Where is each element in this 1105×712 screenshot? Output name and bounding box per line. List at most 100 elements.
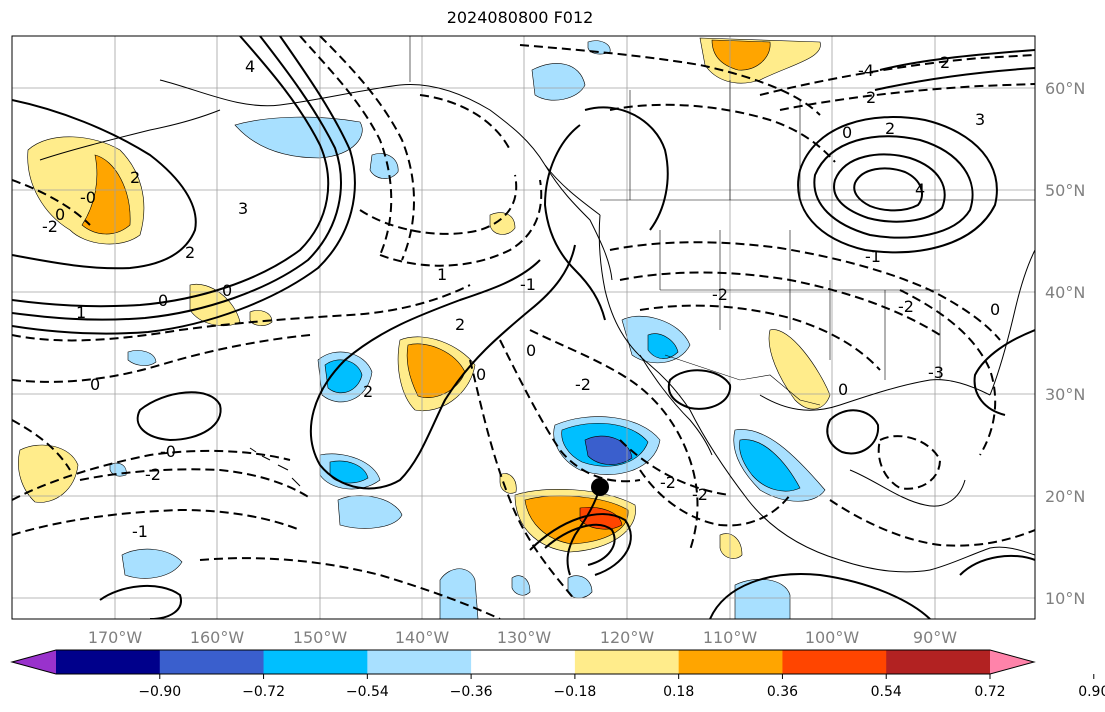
colorbar-segment bbox=[159, 650, 265, 674]
lon-label: 90°W bbox=[913, 628, 957, 647]
contour-label: 4 bbox=[245, 57, 255, 76]
colorbar-tick-label: 0.36 bbox=[767, 684, 798, 700]
contour-label: -1 bbox=[132, 522, 148, 541]
shade-storm-positive-core bbox=[579, 507, 623, 530]
contour-label: -0 bbox=[160, 442, 176, 461]
contour-label: -1 bbox=[520, 275, 536, 294]
contour-solid-alaska-2 bbox=[12, 36, 342, 321]
contour-dashed-mexico-2 bbox=[619, 439, 731, 496]
hawaii-islands bbox=[249, 447, 301, 487]
contour-label: 1 bbox=[437, 265, 447, 284]
contour-solid-low-south-2 bbox=[544, 523, 616, 566]
contour-label: 2 bbox=[185, 243, 195, 262]
colorbar-extend-max bbox=[990, 650, 1034, 674]
colorbar-tick-label: 0.18 bbox=[663, 684, 694, 700]
storm-center-marker bbox=[591, 478, 609, 496]
shade-south-negative-c bbox=[734, 579, 791, 619]
contour-dashed-sw-2 bbox=[12, 508, 301, 536]
contour-label: 2 bbox=[130, 168, 140, 187]
contour-dashed-sw-3 bbox=[79, 468, 311, 499]
lat-label: 50°N bbox=[1045, 181, 1085, 200]
contour-label: -2 bbox=[575, 375, 591, 394]
contour-label: -2 bbox=[145, 465, 161, 484]
colorbar-segment bbox=[471, 650, 576, 674]
colorbar-segment bbox=[574, 650, 680, 674]
contour-label: 0 bbox=[158, 291, 168, 310]
colorbar-tick-label: 0.54 bbox=[871, 684, 902, 700]
lon-label: 140°W bbox=[395, 628, 450, 647]
contour-label: 0 bbox=[990, 300, 1000, 319]
lon-label: 150°W bbox=[293, 628, 348, 647]
contour-solid-alaska-3 bbox=[12, 36, 356, 335]
contour-label: 0 bbox=[476, 365, 486, 384]
contour-solid-se-loop bbox=[959, 554, 1035, 576]
contour-dashed-east-1 bbox=[899, 289, 997, 456]
colorbar-segment bbox=[263, 650, 368, 674]
contour-solid-high-east bbox=[813, 135, 974, 239]
contour-label: 2 bbox=[363, 382, 373, 401]
contour-dashed-south-east bbox=[829, 499, 1035, 547]
contour-dashed-sw-1 bbox=[12, 449, 291, 501]
contour-solid-ne-arc bbox=[879, 49, 1035, 71]
contour-solid-high-east-4 bbox=[797, 116, 998, 254]
shade-north-pacific-positive-core bbox=[81, 154, 131, 235]
colorbar-segment bbox=[886, 650, 991, 674]
colorbar-tick-label: −0.36 bbox=[450, 684, 493, 700]
shade-hudson-positive-core bbox=[711, 39, 771, 71]
contour-label-layer: 4 3 2 1 0 -0 -1 -2 -4 0 2 3 2 1 0 2 -2 -… bbox=[42, 53, 1000, 541]
shade-small-negative-e bbox=[511, 575, 531, 596]
contour-label: -0 bbox=[80, 188, 96, 207]
colorbar-tick-label: −0.54 bbox=[346, 684, 389, 700]
figure-title: 2024080800 F012 bbox=[446, 8, 594, 27]
shade-south-central-positive bbox=[768, 329, 831, 410]
contour-solid-ne-arc-2 bbox=[874, 67, 1035, 91]
contour-dashed-central-2 bbox=[499, 339, 641, 483]
contour-label: 3 bbox=[975, 110, 985, 129]
contour-dashed-canada-1 bbox=[609, 103, 836, 163]
contour-label: 2 bbox=[866, 88, 876, 107]
shade-gulf-mexico-negative-core bbox=[739, 439, 801, 492]
contour-dashed-far-west bbox=[12, 179, 91, 226]
contour-dashed-layer bbox=[12, 36, 1035, 619]
latitude-labels: 60°N 50°N 40°N 30°N 20°N 10°N bbox=[1045, 79, 1085, 608]
map-background bbox=[12, 36, 1035, 619]
aleutian-arc bbox=[39, 109, 221, 161]
contour-label: -1 bbox=[865, 247, 881, 266]
contour-dashed-gulf-loop bbox=[877, 435, 942, 490]
contour-solid-low-south bbox=[529, 513, 632, 576]
shade-central-negative-core bbox=[324, 359, 363, 394]
colorbar: −0.90 −0.72 −0.54 −0.36 −0.18 0.18 0.36 0.54 0.7… bbox=[10, 649, 1105, 700]
contour-solid-north-pac bbox=[12, 99, 197, 270]
contour-label: 0 bbox=[526, 341, 536, 360]
colorbar-segment bbox=[367, 650, 472, 674]
colorbar-outline bbox=[10, 649, 1036, 675]
contour-solid-east-right bbox=[973, 329, 1035, 416]
shade-small-positive-a bbox=[489, 212, 516, 235]
contour-solid-high-east-3 bbox=[853, 167, 923, 212]
contour-dashed-us-2 bbox=[619, 271, 941, 336]
contour-dashed-bottom-1 bbox=[199, 557, 501, 619]
longitude-labels: 170°W 160°W 150°W 140°W 130°W 120°W 110°… bbox=[88, 628, 957, 647]
contour-dashed-alaska-1 bbox=[299, 36, 393, 256]
shade-gulf-negative bbox=[531, 63, 586, 101]
colorbar-segment bbox=[782, 650, 887, 674]
colorbar-tick-label: −0.72 bbox=[242, 684, 285, 700]
yucatan-coast bbox=[849, 469, 966, 507]
contour-label: 0 bbox=[838, 380, 848, 399]
contour-label: 3 bbox=[238, 199, 248, 218]
baja-california bbox=[639, 354, 713, 456]
contour-label: 1 bbox=[76, 303, 86, 322]
shade-alaska-negative bbox=[234, 116, 363, 159]
contour-solid-high-east-2 bbox=[833, 153, 946, 223]
lon-label: 170°W bbox=[88, 628, 143, 647]
contour-label: 2 bbox=[455, 315, 465, 334]
map-panel: 4 3 2 1 0 -0 -1 -2 -4 0 2 3 2 1 0 2 -2 -… bbox=[12, 36, 1035, 619]
contour-dashed-ne-1 bbox=[759, 54, 1035, 96]
contour-solid-southeast bbox=[709, 573, 931, 619]
contour-solid-south-loop bbox=[99, 584, 182, 619]
contour-solid-alaska-1 bbox=[12, 36, 330, 308]
shade-mexico-negative-core bbox=[584, 435, 633, 465]
contour-label: -2 bbox=[660, 473, 676, 492]
contour-label: 0 bbox=[55, 205, 65, 224]
contour-dashed-west-2 bbox=[12, 334, 311, 383]
